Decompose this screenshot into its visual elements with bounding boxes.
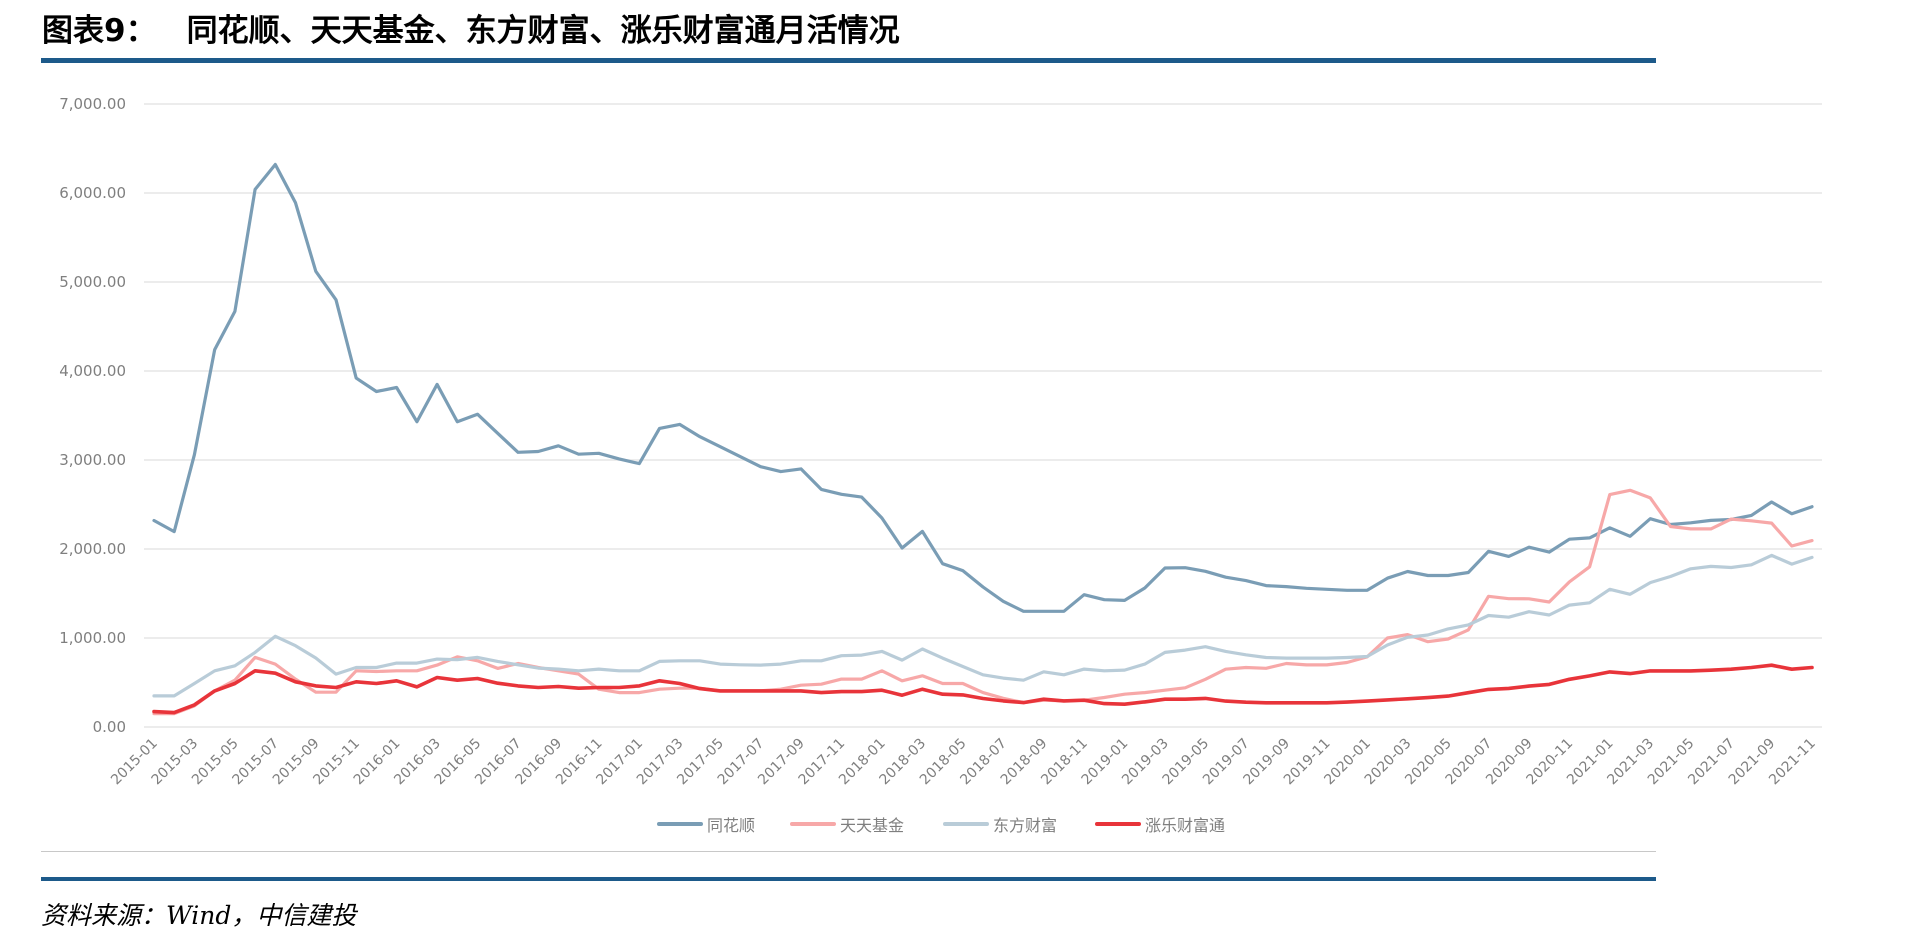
y-axis-labels: 0.00 1,000.00 2,000.00 3,000.00 4,000.00 5,00… [59, 95, 126, 736]
legend-item: 东方财富 [943, 812, 1057, 836]
y-tick-label: 3,000.00 [59, 451, 126, 469]
source-rule [41, 877, 1656, 881]
line-chart: 0.00 1,000.00 2,000.00 3,000.00 4,000.00 5,00… [59, 95, 1822, 789]
y-tick-label: 6,000.00 [59, 184, 126, 202]
legend-line-icon [1095, 822, 1141, 826]
gridlines [144, 103, 1822, 728]
legend-line-icon [657, 822, 703, 826]
y-tick-label: 4,000.00 [59, 362, 126, 380]
series-line [152, 162, 1814, 613]
series-line [152, 553, 1814, 698]
figure-title: 图表9： 同花顺、天天基金、东方财富、涨乐财富通月活情况 [42, 10, 900, 52]
y-tick-label: 7,000.00 [59, 95, 126, 113]
legend-label: 天天基金 [840, 816, 905, 835]
chart-bottom-border [41, 851, 1656, 852]
y-tick-label: 2,000.00 [59, 540, 126, 558]
x-axis-labels: 2015-012015-032015-052015-072015-092015-… [108, 736, 1819, 789]
figure-label: 图表9： [42, 13, 157, 49]
title-rule [41, 58, 1656, 63]
legend-label: 同花顺 [707, 816, 756, 835]
y-tick-label: 0.00 [93, 718, 126, 736]
legend-line-icon [943, 822, 989, 826]
legend-item: 涨乐财富通 [1095, 812, 1225, 836]
legend-item: 天天基金 [790, 812, 904, 836]
series-lines [152, 162, 1814, 716]
legend-line-icon [790, 822, 836, 826]
series-line [152, 663, 1814, 715]
y-tick-label: 5,000.00 [59, 273, 126, 291]
legend-label: 涨乐财富通 [1145, 816, 1226, 835]
series-line [152, 488, 1814, 716]
legend-item: 同花顺 [657, 812, 755, 836]
legend-label: 东方财富 [993, 816, 1058, 835]
figure-title-text: 同花顺、天天基金、东方财富、涨乐财富通月活情况 [186, 13, 900, 49]
source-note: 资料来源：Wind，中信建投 [41, 901, 357, 930]
chart-legend: 同花顺 天天基金 东方财富 涨乐财富通 [0, 812, 1920, 836]
y-tick-label: 1,000.00 [59, 629, 126, 647]
